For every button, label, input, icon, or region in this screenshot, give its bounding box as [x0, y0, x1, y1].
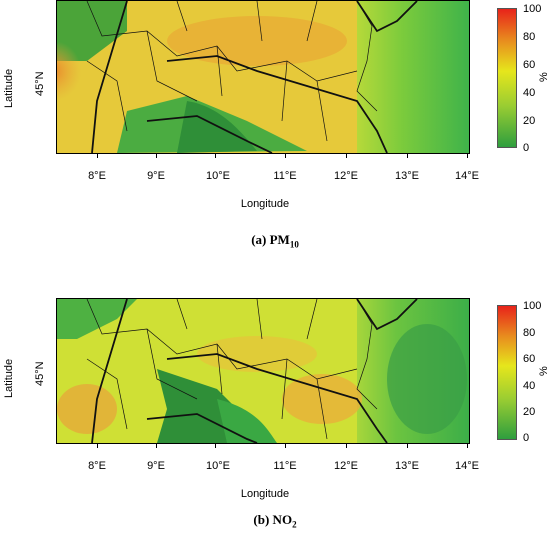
adriatic-sea-field [357, 1, 469, 153]
colorbar-tick: 60 [523, 353, 536, 365]
x-tick-label: 14°E [455, 170, 479, 182]
colorbar-tick: 40 [523, 380, 536, 392]
colorbar-tick: 40 [523, 87, 536, 99]
panel-pm10: Latitude 45°N [0, 0, 550, 260]
map-pm10 [56, 0, 470, 154]
x-tick-mark [407, 153, 408, 158]
latitude-tick: 45°N [34, 361, 46, 386]
map-no2 [56, 298, 470, 444]
x-tick-label: 13°E [395, 460, 419, 472]
colorbar-unit: % [538, 72, 550, 82]
colorbar [497, 305, 517, 440]
sea-low-area [387, 324, 467, 434]
x-tick-mark [97, 153, 98, 158]
x-tick-mark [407, 443, 408, 448]
colorbar-tick: 80 [523, 327, 536, 339]
colorbar-tick: 20 [523, 406, 536, 418]
colorbar [497, 8, 517, 148]
colorbar-tick: 0 [523, 432, 530, 444]
region-borders [86, 299, 378, 440]
hotspot-west [57, 384, 117, 434]
x-tick-label: 8°E [88, 170, 106, 182]
x-tick-label: 12°E [334, 460, 358, 472]
x-tick-mark [346, 153, 347, 158]
x-tick-label: 9°E [147, 460, 165, 472]
country-borders [91, 299, 418, 443]
x-tick-mark [346, 443, 347, 448]
hotspot-po-valley [167, 16, 347, 66]
colorbar-tick: 100 [523, 3, 542, 15]
x-tick-mark [285, 443, 286, 448]
x-tick-mark [97, 443, 98, 448]
country-borders [91, 1, 418, 153]
x-tick-label: 8°E [88, 460, 106, 472]
x-tick-mark [467, 443, 468, 448]
colorbar-tick: 80 [523, 31, 536, 43]
x-tick-mark [285, 153, 286, 158]
x-tick-label: 13°E [395, 170, 419, 182]
x-tick-mark [215, 443, 216, 448]
panel-no2: Latitude 45°N [0, 290, 550, 535]
colorbar-tick: 100 [523, 300, 542, 312]
colorbar-tick: 60 [523, 59, 536, 71]
caption-no2: (b) NO2 [253, 512, 297, 530]
x-tick-label: 11°E [273, 460, 297, 472]
latitude-tick: 45°N [34, 71, 46, 96]
hotspot-west [57, 26, 137, 126]
x-tick-mark [156, 443, 157, 448]
x-tick-mark [156, 153, 157, 158]
x-tick-mark [467, 153, 468, 158]
hotspot-east [282, 374, 362, 424]
x-tick-label: 10°E [206, 460, 230, 472]
x-axis-label: Longitude [240, 488, 290, 500]
x-tick-label: 14°E [455, 460, 479, 472]
y-axis-label: Latitude [3, 358, 15, 398]
alps-green-area [57, 299, 137, 339]
colorbar-unit: % [538, 366, 550, 376]
x-tick-label: 9°E [147, 170, 165, 182]
x-tick-mark [215, 153, 216, 158]
colorbar-tick: 20 [523, 115, 536, 127]
region-borders [86, 1, 378, 142]
caption-pm10: (a) PM10 [251, 232, 299, 250]
colorbar-tick: 0 [523, 142, 530, 154]
y-axis-label: Latitude [3, 68, 15, 108]
x-axis-label: Longitude [240, 198, 290, 210]
x-tick-label: 10°E [206, 170, 230, 182]
x-tick-label: 11°E [273, 170, 297, 182]
x-tick-label: 12°E [334, 170, 358, 182]
